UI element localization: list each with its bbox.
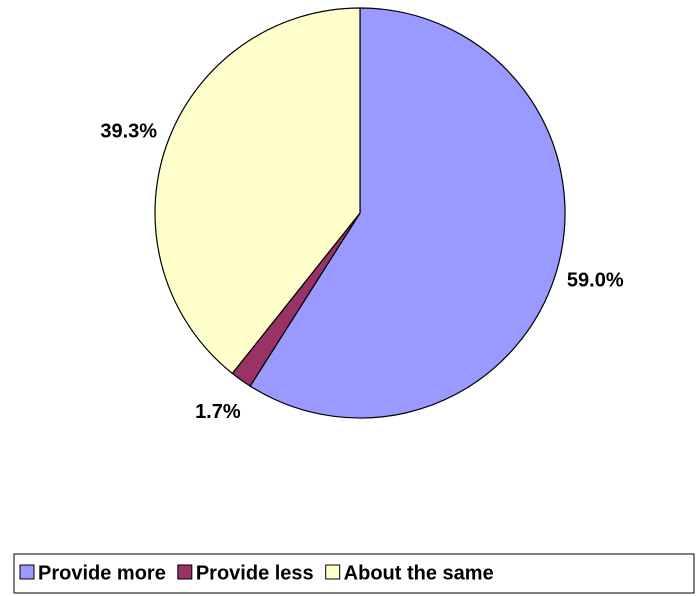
- legend-swatch: [325, 564, 341, 580]
- pie-slice: [249, 7, 566, 419]
- legend-swatch: [19, 564, 35, 580]
- legend-label: Provide less: [196, 562, 314, 584]
- legend-label: Provide more: [38, 562, 166, 584]
- data-label: 1.7%: [195, 401, 241, 423]
- legend-label: About the same: [344, 562, 494, 584]
- data-label: 59.0%: [567, 270, 624, 292]
- legend-swatch: [177, 564, 193, 580]
- data-label: 39.3%: [100, 120, 157, 142]
- pie-slice: [154, 7, 361, 375]
- legend-box: [13, 553, 695, 594]
